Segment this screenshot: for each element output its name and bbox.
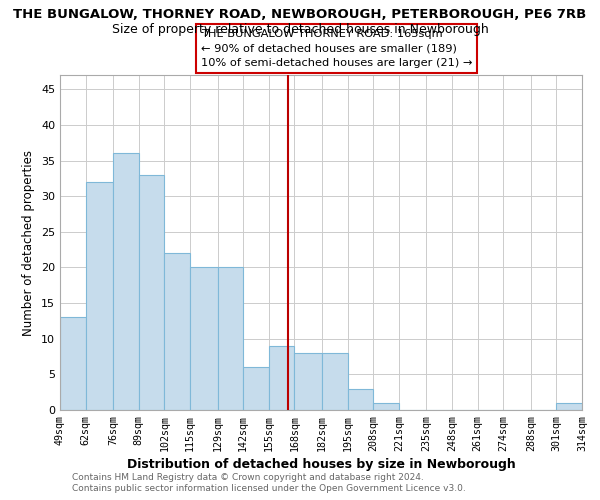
Bar (60, 318, 86, 410)
Text: Contains public sector information licensed under the Open Government Licence v3: Contains public sector information licen… (72, 484, 466, 493)
Bar (556, 403, 582, 410)
Text: Size of property relative to detached houses in Newborough: Size of property relative to detached ho… (112, 22, 488, 36)
X-axis label: Distribution of detached houses by size in Newborough: Distribution of detached houses by size … (127, 458, 515, 471)
Bar (243, 367, 269, 410)
Text: THE BUNGALOW THORNEY ROAD: 165sqm
← 90% of detached houses are smaller (189)
10%: THE BUNGALOW THORNEY ROAD: 165sqm ← 90% … (201, 28, 472, 68)
Bar (322, 353, 347, 410)
Bar (218, 268, 243, 410)
Bar (86, 182, 113, 410)
Bar (347, 388, 373, 410)
Y-axis label: Number of detached properties: Number of detached properties (22, 150, 35, 336)
Bar (373, 403, 399, 410)
Bar (164, 253, 190, 410)
Text: Contains HM Land Registry data © Crown copyright and database right 2024.: Contains HM Land Registry data © Crown c… (72, 472, 424, 482)
Bar (295, 353, 322, 410)
Bar (113, 154, 139, 410)
Text: THE BUNGALOW, THORNEY ROAD, NEWBOROUGH, PETERBOROUGH, PE6 7RB: THE BUNGALOW, THORNEY ROAD, NEWBOROUGH, … (13, 8, 587, 20)
Bar (190, 268, 218, 410)
Bar (139, 175, 164, 410)
Bar (269, 346, 295, 410)
